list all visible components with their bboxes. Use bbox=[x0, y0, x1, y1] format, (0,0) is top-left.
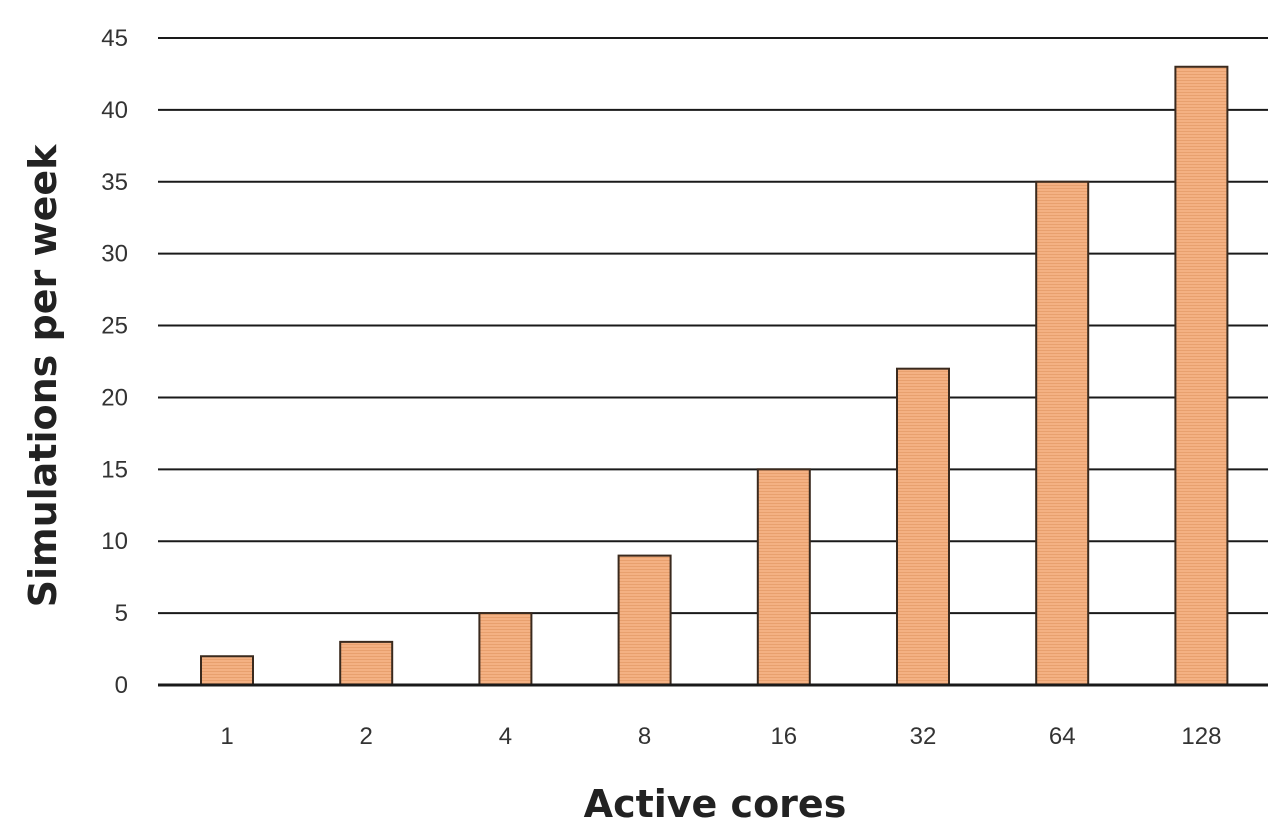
y-tick-label: 25 bbox=[101, 313, 128, 340]
x-tick-label: 1 bbox=[220, 723, 233, 750]
x-tick-label: 64 bbox=[1049, 723, 1076, 750]
bar-64 bbox=[1035, 180, 1090, 686]
y-tick-label: 30 bbox=[101, 241, 128, 268]
y-tick-label: 15 bbox=[101, 456, 128, 483]
gridlines bbox=[158, 37, 1268, 615]
x-tick-label: 8 bbox=[638, 723, 651, 750]
x-tick-label: 32 bbox=[910, 723, 937, 750]
y-tick-label: 45 bbox=[101, 25, 128, 52]
y-tick-label: 40 bbox=[101, 97, 128, 124]
y-tick-label: 10 bbox=[101, 528, 128, 555]
x-tick-label: 128 bbox=[1181, 723, 1221, 750]
y-tick-label: 20 bbox=[101, 384, 128, 411]
y-tick-label: 5 bbox=[115, 600, 128, 627]
bar-8 bbox=[617, 554, 672, 686]
bar-16 bbox=[756, 468, 811, 687]
x-tick-labels: 1 2 4 8 16 32 64 128 bbox=[220, 723, 1221, 750]
bar-32 bbox=[896, 367, 950, 686]
x-axis-title: Active cores bbox=[584, 782, 847, 824]
y-axis-title: Simulations per week bbox=[21, 144, 65, 608]
x-tick-label: 4 bbox=[499, 723, 512, 750]
bar-4 bbox=[478, 612, 533, 686]
bar-2 bbox=[339, 640, 394, 686]
bar-1 bbox=[200, 655, 254, 687]
y-tick-labels: 0 5 10 15 20 25 30 35 40 45 bbox=[101, 25, 128, 699]
y-tick-label: 35 bbox=[101, 169, 128, 196]
x-tick-label: 2 bbox=[360, 723, 373, 750]
y-tick-label: 0 bbox=[115, 672, 128, 699]
x-tick-label: 16 bbox=[770, 723, 797, 750]
bars bbox=[200, 65, 1229, 687]
bar-128 bbox=[1174, 65, 1229, 686]
